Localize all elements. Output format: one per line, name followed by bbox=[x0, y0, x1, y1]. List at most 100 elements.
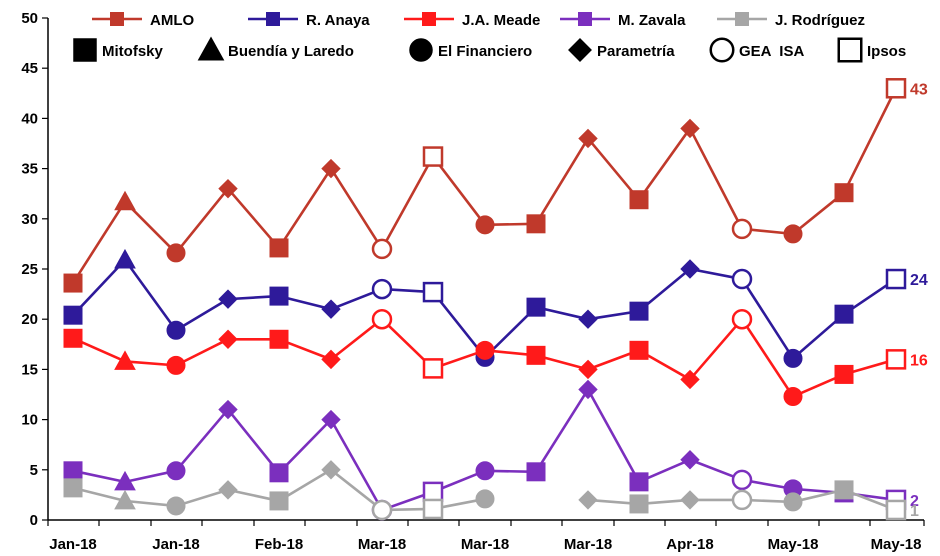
data-point bbox=[680, 369, 700, 390]
x-tick-label: Mar-18 bbox=[564, 536, 612, 553]
data-point bbox=[475, 489, 495, 509]
data-point bbox=[422, 146, 444, 167]
x-tick-label: Feb-18 bbox=[255, 536, 303, 553]
data-point bbox=[731, 489, 753, 511]
legend-item-j-rodriguez: J. Rodríguez bbox=[717, 12, 865, 29]
data-point bbox=[166, 461, 186, 481]
data-point bbox=[422, 358, 444, 379]
data-point bbox=[166, 355, 186, 375]
data-point bbox=[578, 359, 598, 380]
x-tick-label: May-18 bbox=[871, 536, 922, 553]
data-point bbox=[63, 328, 83, 348]
legend-pollster-marker bbox=[409, 38, 433, 62]
end-value-label: 43 bbox=[910, 81, 928, 98]
legend-pollster-label: GEA ISA bbox=[739, 43, 804, 60]
x-tick-label: Jan-18 bbox=[49, 536, 97, 553]
y-tick-label: 15 bbox=[21, 361, 38, 378]
y-tick-label: 40 bbox=[21, 110, 38, 127]
legend-item-amlo: AMLO bbox=[92, 12, 194, 29]
y-tick-label: 5 bbox=[30, 462, 38, 479]
data-point bbox=[629, 301, 649, 321]
data-point bbox=[783, 348, 803, 368]
legend-item-m-zavala: M. Zavala bbox=[560, 12, 686, 29]
data-point bbox=[629, 494, 649, 514]
end-value-label: 2 bbox=[910, 493, 919, 510]
data-point bbox=[731, 308, 753, 330]
legend-pollster-el-financiero: El Financiero bbox=[409, 38, 532, 62]
data-point bbox=[321, 409, 341, 430]
legend-pollster-marker bbox=[197, 36, 225, 61]
data-point bbox=[269, 329, 289, 349]
data-point bbox=[63, 305, 83, 325]
legend-item-r-anaya: R. Anaya bbox=[248, 12, 370, 29]
data-point bbox=[321, 299, 341, 319]
legend: AMLO R. Anaya J.A. Meade M. Zavala J. Rodríg… bbox=[73, 12, 906, 63]
data-point bbox=[218, 289, 238, 309]
legend-marker bbox=[735, 12, 749, 26]
data-point bbox=[114, 248, 136, 269]
data-point bbox=[834, 480, 854, 500]
x-tick-label: Jan-18 bbox=[152, 536, 200, 553]
data-point bbox=[731, 469, 753, 491]
y-tick-label: 10 bbox=[21, 412, 38, 429]
y-tick-label: 35 bbox=[21, 161, 38, 178]
data-point bbox=[578, 128, 598, 149]
data-point bbox=[475, 215, 495, 235]
data-point bbox=[166, 243, 186, 263]
y-tick-label: 25 bbox=[21, 261, 38, 278]
data-point bbox=[371, 499, 393, 521]
legend-pollster-label: El Financiero bbox=[438, 43, 532, 60]
y-tick-label: 45 bbox=[21, 60, 38, 77]
data-point bbox=[680, 259, 700, 279]
data-point bbox=[114, 190, 136, 211]
data-point bbox=[731, 268, 753, 290]
data-point bbox=[371, 278, 393, 300]
legend-label: J.A. Meade bbox=[462, 12, 540, 29]
legend-pollster-marker bbox=[568, 38, 592, 62]
data-point bbox=[526, 345, 546, 365]
data-point bbox=[526, 214, 546, 234]
data-point bbox=[218, 399, 238, 420]
data-point bbox=[321, 349, 341, 370]
data-point bbox=[269, 491, 289, 511]
data-point bbox=[885, 268, 907, 290]
data-point bbox=[218, 178, 238, 199]
data-point bbox=[63, 461, 83, 481]
legend-pollster-ipsos: Ipsos bbox=[837, 37, 906, 63]
legend-pollster-label: Mitofsky bbox=[102, 43, 164, 60]
data-point bbox=[578, 309, 598, 329]
legend-label: AMLO bbox=[150, 12, 194, 29]
series-line bbox=[71, 87, 898, 284]
legend-pollster-marker bbox=[709, 37, 735, 63]
series-r-anaya: 24 bbox=[63, 248, 928, 368]
legend-pollster-buendia-y-laredo: Buendía y Laredo bbox=[197, 36, 354, 61]
legend-pollster-mitofsky: Mitofsky bbox=[73, 38, 164, 62]
y-tick-label: 0 bbox=[30, 512, 38, 529]
x-tick-label: Mar-18 bbox=[358, 536, 406, 553]
data-point bbox=[629, 190, 649, 210]
end-value-label: 1 bbox=[910, 503, 919, 520]
data-point bbox=[885, 78, 907, 99]
data-point bbox=[114, 350, 136, 370]
data-point bbox=[218, 329, 238, 349]
legend-pollster-marker bbox=[837, 37, 863, 63]
data-point bbox=[166, 320, 186, 340]
legend-marker bbox=[422, 12, 436, 26]
legend-item-j-a-meade: J.A. Meade bbox=[404, 12, 540, 29]
data-point bbox=[783, 387, 803, 407]
legend-pollster-label: Parametría bbox=[597, 43, 675, 60]
data-point bbox=[526, 297, 546, 317]
data-point bbox=[321, 158, 341, 179]
data-point bbox=[680, 450, 700, 470]
x-tick-label: May-18 bbox=[768, 536, 819, 553]
y-tick-label: 20 bbox=[21, 311, 38, 328]
y-tick-label: 30 bbox=[21, 211, 38, 228]
end-value-label: 24 bbox=[910, 272, 928, 289]
data-point bbox=[885, 499, 907, 521]
series-j-a-meade: 16 bbox=[63, 308, 928, 407]
series-amlo: 43 bbox=[63, 78, 928, 293]
data-point bbox=[218, 480, 238, 500]
data-point bbox=[269, 286, 289, 306]
series-layer: 43 24 16 21 bbox=[63, 78, 928, 521]
